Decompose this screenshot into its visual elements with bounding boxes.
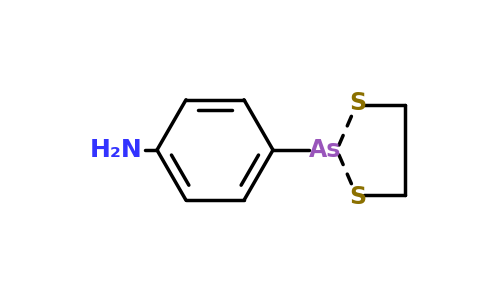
Text: S: S [349, 185, 366, 209]
Text: As: As [309, 138, 341, 162]
Text: S: S [349, 91, 366, 115]
Text: H₂N: H₂N [90, 138, 143, 162]
